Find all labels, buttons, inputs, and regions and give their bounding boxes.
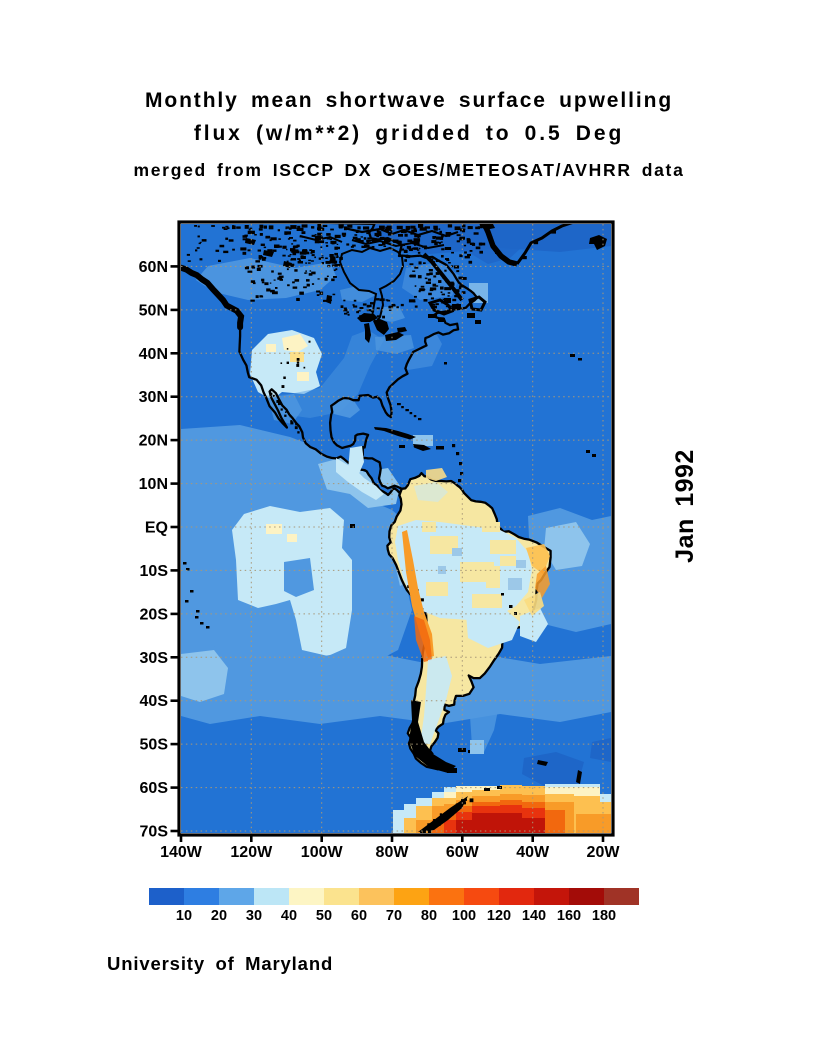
svg-text:EQ: EQ bbox=[145, 520, 168, 537]
svg-text:100W: 100W bbox=[301, 844, 344, 861]
svg-text:20N: 20N bbox=[139, 433, 168, 450]
svg-text:Monthly mean shortwave surface: Monthly mean shortwave surface upwelling bbox=[145, 89, 673, 112]
svg-text:50N: 50N bbox=[139, 302, 168, 319]
svg-text:80W: 80W bbox=[376, 844, 410, 861]
svg-text:70: 70 bbox=[386, 908, 402, 924]
svg-text:40W: 40W bbox=[516, 844, 550, 861]
svg-text:20W: 20W bbox=[587, 844, 621, 861]
svg-text:60W: 60W bbox=[446, 844, 480, 861]
svg-text:50S: 50S bbox=[140, 737, 169, 754]
svg-text:120: 120 bbox=[487, 908, 511, 924]
svg-text:140W: 140W bbox=[160, 844, 203, 861]
svg-text:160: 160 bbox=[557, 908, 581, 924]
svg-text:40S: 40S bbox=[140, 693, 169, 710]
svg-text:180: 180 bbox=[592, 908, 616, 924]
svg-text:80: 80 bbox=[421, 908, 437, 924]
svg-text:30N: 30N bbox=[139, 389, 168, 406]
svg-text:10: 10 bbox=[176, 908, 192, 924]
svg-text:40N: 40N bbox=[139, 346, 168, 363]
svg-text:60: 60 bbox=[351, 908, 367, 924]
svg-text:100: 100 bbox=[452, 908, 476, 924]
svg-text:20: 20 bbox=[211, 908, 227, 924]
svg-text:10N: 10N bbox=[139, 476, 168, 493]
svg-text:10S: 10S bbox=[140, 563, 169, 580]
svg-text:40: 40 bbox=[281, 908, 297, 924]
svg-text:Jan 1992: Jan 1992 bbox=[671, 449, 699, 563]
svg-text:30: 30 bbox=[246, 908, 262, 924]
svg-text:50: 50 bbox=[316, 908, 332, 924]
svg-text:flux (w/m**2) gridded to 0.5 D: flux (w/m**2) gridded to 0.5 Deg bbox=[194, 122, 624, 145]
svg-text:140: 140 bbox=[522, 908, 546, 924]
svg-text:70S: 70S bbox=[140, 824, 169, 841]
svg-text:60S: 60S bbox=[140, 780, 169, 797]
svg-text:20S: 20S bbox=[140, 606, 169, 623]
svg-text:merged from ISCCP DX GOES/METE: merged from ISCCP DX GOES/METEOSAT/AVHRR… bbox=[133, 160, 684, 180]
svg-text:120W: 120W bbox=[230, 844, 273, 861]
svg-text:30S: 30S bbox=[140, 650, 169, 667]
svg-text:60N: 60N bbox=[139, 259, 168, 276]
svg-text:University of Maryland: University of Maryland bbox=[107, 953, 333, 974]
